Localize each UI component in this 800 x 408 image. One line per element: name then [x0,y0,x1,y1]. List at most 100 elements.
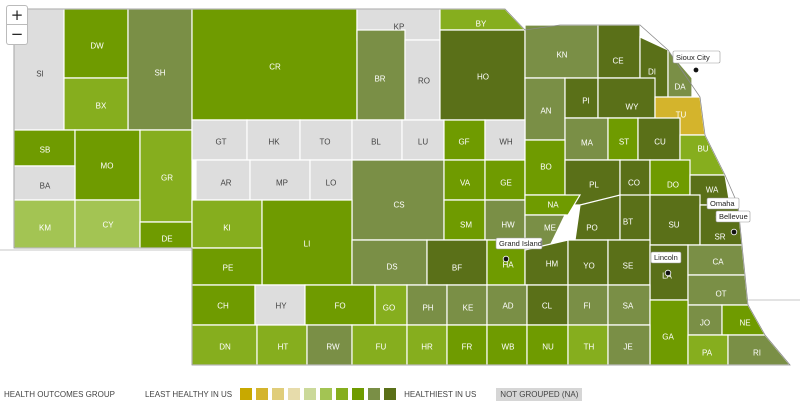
county-do[interactable] [649,159,691,196]
county-hy[interactable] [254,284,306,326]
county-se[interactable] [607,239,651,286]
county-li[interactable] [261,199,353,286]
legend-swatch-3 [272,388,285,400]
county-sm[interactable] [443,199,486,241]
zoom-in-button[interactable]: + [6,5,28,25]
county-jo[interactable] [687,304,723,336]
county-pa[interactable] [687,334,729,366]
legend-swatch-6 [320,388,333,400]
county-ho[interactable] [439,29,526,121]
county-fo[interactable] [304,284,376,326]
county-bo[interactable] [524,139,566,196]
legend-swatch-7 [336,388,349,400]
county-cu[interactable] [637,117,681,161]
county-de[interactable] [139,221,193,249]
county-pi[interactable] [564,77,599,119]
county-ba[interactable] [13,165,76,201]
county-hk[interactable] [246,119,301,161]
county-wb[interactable] [486,324,528,366]
county-ar[interactable] [195,159,251,201]
county-dn[interactable] [191,324,258,366]
city-marker-grand-island[interactable] [502,255,510,263]
city-marker-bellevue[interactable] [730,228,738,236]
state-outside-line [0,249,800,301]
legend-swatch-9 [368,388,381,400]
county-bf[interactable] [426,239,488,286]
county-cy[interactable] [74,199,141,249]
county-je[interactable] [607,324,651,366]
county-gf[interactable] [443,119,486,161]
county-bt[interactable] [619,194,651,241]
county-ki[interactable] [191,199,263,249]
county-su[interactable] [649,194,701,246]
county-an[interactable] [524,77,566,141]
legend-least-label: LEAST HEALTHY IN US [144,389,233,399]
county-st[interactable] [607,117,639,161]
county-dw[interactable] [63,8,129,79]
county-lo[interactable] [309,159,353,201]
county-ad[interactable] [486,284,528,326]
county-ds[interactable] [351,239,428,286]
county-sa[interactable] [607,284,651,326]
county-hw[interactable] [484,199,526,241]
county-bx[interactable] [63,77,129,131]
legend-swatch-1 [240,388,253,400]
city-label-sioux-city: Sioux City [676,53,710,62]
county-ce[interactable] [597,24,641,79]
county-cs[interactable] [351,159,445,241]
county-ph[interactable] [406,284,448,326]
county-ke[interactable] [446,284,488,326]
legend-swatch-5 [304,388,317,400]
county-bl[interactable] [351,119,403,161]
county-pe[interactable] [191,247,263,286]
legend-title: HEALTH OUTCOMES GROUP [4,389,115,399]
county-wh[interactable] [484,119,526,161]
county-gt[interactable] [191,119,248,161]
county-fr[interactable] [446,324,488,366]
county-br[interactable] [356,29,406,121]
county-fi[interactable] [567,284,609,326]
county-cr[interactable] [191,8,358,121]
state-outline [13,8,791,366]
county-mp[interactable] [249,159,311,201]
city-label-box-omaha [706,197,740,210]
county-ca[interactable] [687,244,746,276]
city-marker-lincoln[interactable] [664,269,672,277]
county-wy[interactable] [597,77,656,119]
county-to[interactable] [299,119,353,161]
county-ot[interactable] [687,274,749,306]
county-va[interactable] [443,159,486,201]
county-rw[interactable] [306,324,353,366]
county-th[interactable] [567,324,609,366]
county-kn[interactable] [524,24,599,79]
county-sh[interactable] [127,8,193,131]
county-yo[interactable] [567,239,609,286]
county-hr[interactable] [406,324,448,366]
county-ch[interactable] [191,284,256,326]
county-mo[interactable] [74,129,141,201]
county-ge[interactable] [484,159,526,201]
county-cl[interactable] [526,284,569,326]
county-go[interactable] [374,284,408,326]
legend-not-grouped-label: NOT GROUPED (NA) [496,387,583,401]
city-label-box-bellevue [715,210,751,223]
county-lu[interactable] [401,119,445,161]
county-na[interactable] [524,194,582,216]
county-by[interactable] [439,8,527,31]
county-gr[interactable] [139,129,193,223]
county-ne[interactable] [721,304,767,336]
county-ht[interactable] [256,324,308,366]
legend-healthiest-label: HEALTHIEST IN US [404,389,477,399]
county-ga[interactable] [649,299,689,366]
county-nu[interactable] [526,324,569,366]
zoom-out-button[interactable]: − [6,25,28,45]
county-ri[interactable] [727,334,792,366]
county-fu[interactable] [351,324,408,366]
city-marker-sioux-city[interactable] [692,66,700,74]
county-km[interactable] [13,199,76,249]
county-sb[interactable] [13,129,76,167]
county-ro[interactable] [404,39,441,121]
city-label-box-lincoln [650,251,682,264]
county-ma[interactable] [564,117,609,161]
